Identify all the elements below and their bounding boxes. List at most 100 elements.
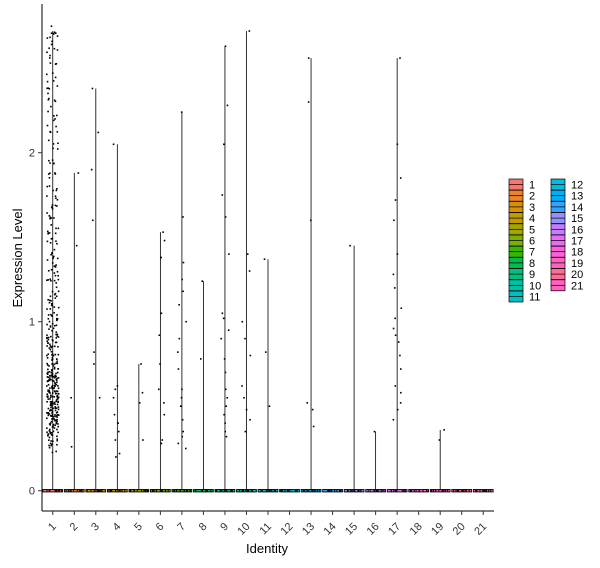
point	[268, 490, 271, 492]
x-tick-label: 17	[386, 521, 403, 538]
x-tick-label: 10	[235, 521, 252, 538]
point	[167, 490, 169, 492]
point	[48, 390, 51, 393]
point	[49, 431, 51, 433]
point	[221, 490, 223, 492]
point	[121, 490, 123, 492]
point	[55, 378, 58, 381]
point	[180, 396, 183, 399]
point	[50, 371, 53, 374]
point	[268, 405, 271, 408]
point	[46, 340, 49, 342]
point	[47, 232, 50, 234]
point	[109, 490, 112, 492]
point	[313, 490, 315, 492]
point	[112, 396, 115, 399]
point	[124, 490, 126, 492]
point	[296, 490, 298, 492]
point	[97, 131, 100, 134]
point	[53, 217, 55, 219]
point	[189, 490, 191, 492]
point	[141, 391, 144, 394]
point	[51, 434, 54, 437]
point	[52, 387, 55, 390]
point	[55, 331, 58, 333]
point	[57, 406, 60, 408]
point	[51, 387, 54, 390]
legend-label: 1	[529, 180, 535, 192]
point	[50, 105, 52, 108]
point	[51, 207, 54, 210]
point	[49, 424, 52, 426]
point	[47, 383, 50, 386]
point	[46, 212, 48, 214]
point	[143, 490, 145, 492]
point	[404, 490, 406, 492]
point	[49, 422, 52, 424]
point	[72, 490, 75, 492]
legend-item-21: 21	[550, 279, 583, 292]
point	[48, 439, 50, 441]
point	[67, 490, 70, 492]
point	[54, 382, 56, 384]
point	[225, 490, 227, 492]
point	[47, 338, 50, 341]
point	[46, 334, 48, 336]
violin-13	[300, 57, 322, 493]
violin-base	[63, 489, 85, 493]
point	[57, 306, 60, 309]
point	[249, 418, 251, 421]
point	[55, 125, 57, 128]
point	[46, 393, 49, 395]
point	[180, 111, 183, 113]
point	[415, 490, 417, 492]
point	[430, 490, 433, 492]
x-tick-label: 14	[322, 521, 339, 538]
point	[57, 396, 60, 399]
point	[51, 443, 53, 446]
point	[53, 345, 56, 348]
point	[269, 490, 271, 492]
point	[159, 363, 161, 365]
point	[56, 443, 58, 446]
point	[51, 372, 54, 375]
point	[48, 159, 50, 162]
point	[488, 490, 490, 492]
violin-base	[300, 489, 322, 493]
point	[55, 62, 58, 65]
point	[56, 414, 59, 416]
violin-21	[472, 489, 494, 493]
point	[248, 30, 251, 32]
point	[47, 110, 49, 113]
violin-5	[128, 363, 150, 493]
point	[48, 177, 51, 179]
point	[51, 329, 53, 332]
point	[50, 378, 52, 381]
point	[46, 400, 48, 403]
point	[91, 87, 94, 90]
point	[306, 490, 308, 492]
legend-label: 13	[571, 191, 583, 203]
point	[57, 408, 60, 411]
point	[81, 490, 83, 492]
point	[55, 358, 58, 360]
point	[438, 490, 440, 492]
point	[49, 162, 51, 164]
point	[54, 490, 56, 492]
point	[346, 490, 348, 492]
point	[56, 377, 58, 380]
point	[54, 414, 56, 416]
point	[56, 131, 59, 133]
point	[77, 172, 80, 174]
point	[57, 393, 60, 395]
point	[47, 414, 50, 417]
point	[400, 307, 403, 309]
point	[47, 173, 50, 175]
point	[57, 353, 60, 356]
point	[186, 490, 189, 492]
point	[50, 404, 53, 407]
point	[52, 327, 55, 330]
point	[461, 490, 463, 492]
point	[357, 490, 359, 492]
point	[224, 388, 227, 391]
